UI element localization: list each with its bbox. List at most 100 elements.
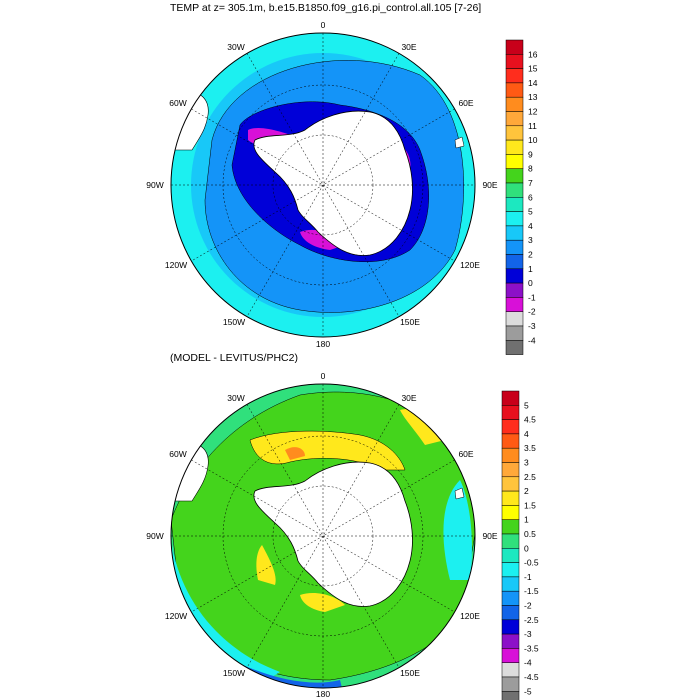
lon-label: 150W [223,317,245,327]
antarctica-landmass [253,110,413,256]
anomaly-peak [285,447,305,460]
lon-label: 30E [401,393,416,403]
colorbar-tick-label: 0 [524,543,529,553]
colorbar-tick-label: -4 [524,658,532,668]
colorbar-swatch [505,54,524,69]
lon-label: 30E [401,42,416,52]
lon-label: 120E [460,611,480,621]
colorbar-swatch [501,691,520,700]
colorbar-tick-label: -1.5 [524,586,539,596]
colorbar-swatch [501,419,520,435]
colorbar-tick-label: 1 [524,515,529,525]
colorbar-swatch [501,590,520,606]
colorbar-tick-label: -2 [528,307,536,317]
colorbar-swatch [501,490,520,506]
lon-label: 180 [316,339,330,349]
colorbar-tick-label: 2 [528,250,533,260]
colorbar-swatch [501,605,520,621]
lon-label: 120W [165,611,187,621]
colorbar-tick-label: 3.5 [524,443,536,453]
colorbar-tick-label: 1 [528,264,533,274]
colorbar-tick-label: 4 [528,221,533,231]
colorbar-swatch [501,405,520,420]
colorbar-tick-label: 11 [528,121,537,131]
graticule [171,384,475,688]
colorbar-tick-label: 0.5 [524,529,536,539]
lon-label: 0 [321,371,326,381]
colorbar-swatch [505,182,524,198]
kerguelen-island [454,487,465,500]
colorbar-swatch [505,68,524,84]
colorbar-swatch [505,340,524,355]
colorbar-swatch [505,254,524,270]
anomaly-positive-west [256,545,276,585]
bottom-polar-map: 0 30E 60E 90E 120E 150E 180 150W 120W 90… [146,371,498,699]
colorbar-tick-label: 10 [528,135,538,145]
colorbar-tick-label: 14 [528,78,538,88]
colorbar-tick-label: 1.5 [524,500,536,510]
kerguelen-island [454,136,465,149]
colorbar-tick-label: 5 [528,207,533,217]
colorbar-tick-label: 9 [528,149,533,159]
colorbar-tick-label: 15 [528,64,538,74]
anomaly-negative-east [443,480,472,580]
colorbar-swatch [501,505,520,520]
lon-label: 0 [321,20,326,30]
colorbar-swatch [501,390,520,406]
lon-label: 90W [146,531,163,541]
colorbar-swatch [505,154,524,169]
top-map-boundary [170,32,476,338]
lon-label: 150E [400,317,420,327]
colorbar-tick-label: -3 [524,629,532,639]
anomaly-positive-ne [400,409,445,445]
colorbar-tick-label: -1 [524,572,532,582]
colorbar-swatch [505,325,524,341]
anomaly-positive-north [249,430,406,471]
colorbar-swatch [505,297,524,312]
top-longitude-labels: 0 30E 60E 90E 120E 150E 180 150W 120W 90… [146,20,498,349]
lon-label: 120W [165,260,187,270]
colorbar-tick-label: -1 [528,292,536,302]
colorbar-swatch [501,619,520,635]
anomaly-positive-ross [300,593,345,612]
colorbar-swatch [501,519,520,535]
colorbar-swatch [501,576,520,592]
bottom-map-title: (MODEL - LEVITUS/PHC2) [170,352,298,364]
colorbar-tick-label: 13 [528,92,538,102]
bottom-colorbar: 5 4.5 4 3.5 3 2.5 2 1.5 1 0.5 0 -0.5 -1 -1.5 -2 -2.5 -3 -… [501,390,539,700]
colorbar-swatch [505,168,524,184]
colorbar-tick-label: -5 [524,686,532,696]
lon-label: 90W [146,180,163,190]
colorbar-tick-label: 7 [528,178,533,188]
colorbar-swatch [505,268,524,284]
colorbar-swatch [505,82,524,98]
colorbar-swatch [501,447,520,463]
colorbar-swatch [501,476,520,492]
colorbar-tick-label: -4.5 [524,672,539,682]
colorbar-swatch [505,211,524,227]
lon-label: 30W [227,42,244,52]
graticule [171,33,475,337]
lon-label: 60E [458,98,473,108]
colorbar-swatch [501,533,520,549]
colorbar-swatch [501,648,520,663]
colorbar-swatch [505,125,524,141]
colorbar-swatch [505,96,524,112]
colorbar-swatch [501,633,520,649]
lon-label: 90E [482,180,497,190]
lon-label: 60E [458,449,473,459]
colorbar-tick-label: 0 [528,278,533,288]
colorbar-tick-label: 3 [524,458,529,468]
colorbar-swatch [501,548,520,563]
colorbar-swatch [505,225,524,241]
colorbar-tick-label: -3 [528,321,536,331]
colorbar-swatch [501,433,520,449]
colorbar-tick-label: 3 [528,235,533,245]
colorbar-swatch [501,676,520,692]
colorbar-swatch [505,111,524,127]
lon-label: 180 [316,689,330,699]
colorbar-swatch [505,311,524,327]
colorbar-swatch [505,239,524,255]
